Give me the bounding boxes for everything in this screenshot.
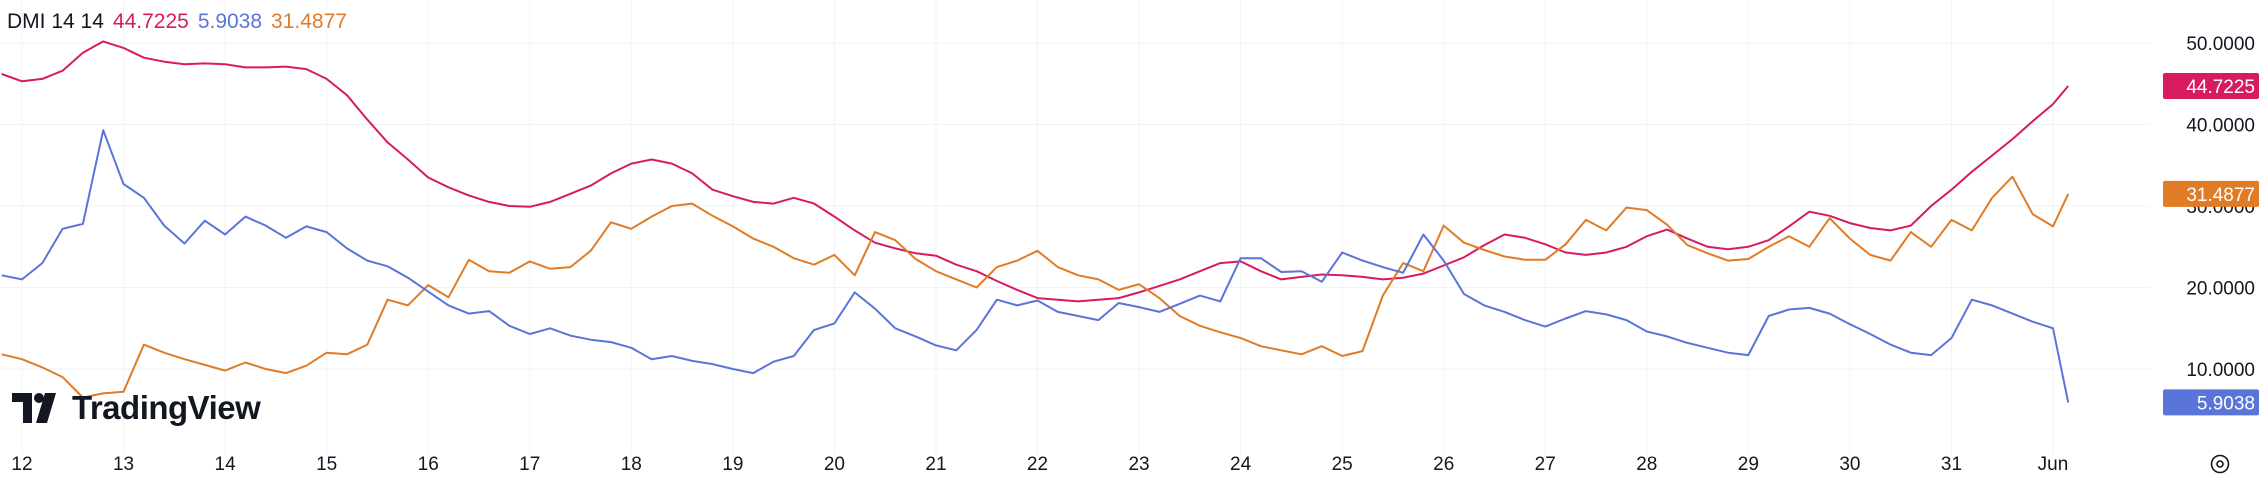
minus-di-value: 31.4877: [271, 10, 347, 33]
price-labels: 44.7225 31.4877 5.9038: [2163, 73, 2259, 416]
x-tick-label: 17: [519, 454, 540, 475]
x-tick-label: 18: [621, 454, 642, 475]
series-line-plus_di: [1, 129, 2070, 403]
price-label-minus_di: 31.4877: [2163, 180, 2259, 207]
x-tick-label: 14: [215, 454, 237, 475]
x-tick-label: 29: [1738, 454, 1759, 475]
indicator-name: DMI 14 14: [7, 10, 104, 33]
y-tick-label: 50.0000: [2186, 34, 2255, 55]
indicator-legend[interactable]: DMI 14 14 44.7225 5.9038 31.4877: [7, 10, 356, 34]
series-line-adx: [1, 40, 2069, 303]
x-tick-label: 23: [1128, 454, 1149, 475]
tradingview-logo-icon: [12, 393, 56, 423]
x-tick-label: 24: [1230, 454, 1252, 475]
x-tick-label: 20: [824, 454, 845, 475]
price-label-text: 31.4877: [2186, 185, 2255, 206]
series-layer: [1, 40, 2070, 403]
price-label-plus_di: 5.9038: [2163, 389, 2259, 416]
time-axis[interactable]: 12 13 14 15 16 17 18 19 20 21 22 23 24 25 26 27 28 29 30 31…: [11, 454, 2068, 475]
y-tick-label: 20.0000: [2186, 279, 2255, 300]
x-tick-label: 15: [316, 454, 337, 475]
price-label-text: 44.7225: [2186, 77, 2255, 98]
price-label-bg: [2163, 180, 2259, 207]
x-tick-label: 25: [1332, 454, 1353, 475]
x-tick-label: Jun: [2038, 454, 2069, 475]
price-label-bg: [2163, 73, 2259, 100]
settings-icon[interactable]: [2208, 452, 2232, 476]
x-tick-label: 16: [418, 454, 439, 475]
x-tick-label: 12: [11, 454, 32, 475]
price-label-adx: 44.7225: [2163, 73, 2259, 100]
price-label-text: 5.9038: [2197, 393, 2255, 414]
x-tick-label: 27: [1535, 454, 1556, 475]
adx-value: 44.7225: [112, 10, 189, 33]
y-tick-label: 10.0000: [2186, 360, 2255, 381]
price-label-bg: [2163, 389, 2259, 416]
x-tick-label: 28: [1636, 454, 1657, 475]
x-tick-label: 13: [113, 454, 134, 475]
y-tick-label: 40.0000: [2186, 116, 2255, 137]
x-tick-label: 31: [1941, 454, 1962, 475]
x-tick-label: 19: [722, 454, 743, 475]
x-tick-label: 26: [1433, 454, 1454, 475]
x-tick-label: 30: [1839, 454, 1860, 475]
logo-text: TradingView: [72, 389, 261, 426]
x-tick-label: 21: [925, 454, 946, 475]
plus-di-value: 5.9038: [197, 10, 263, 33]
tradingview-logo[interactable]: TradingView: [12, 388, 261, 428]
series-line-minus_di: [1, 175, 2070, 399]
x-tick-label: 22: [1027, 454, 1048, 475]
chart-grid: [0, 0, 2150, 455]
